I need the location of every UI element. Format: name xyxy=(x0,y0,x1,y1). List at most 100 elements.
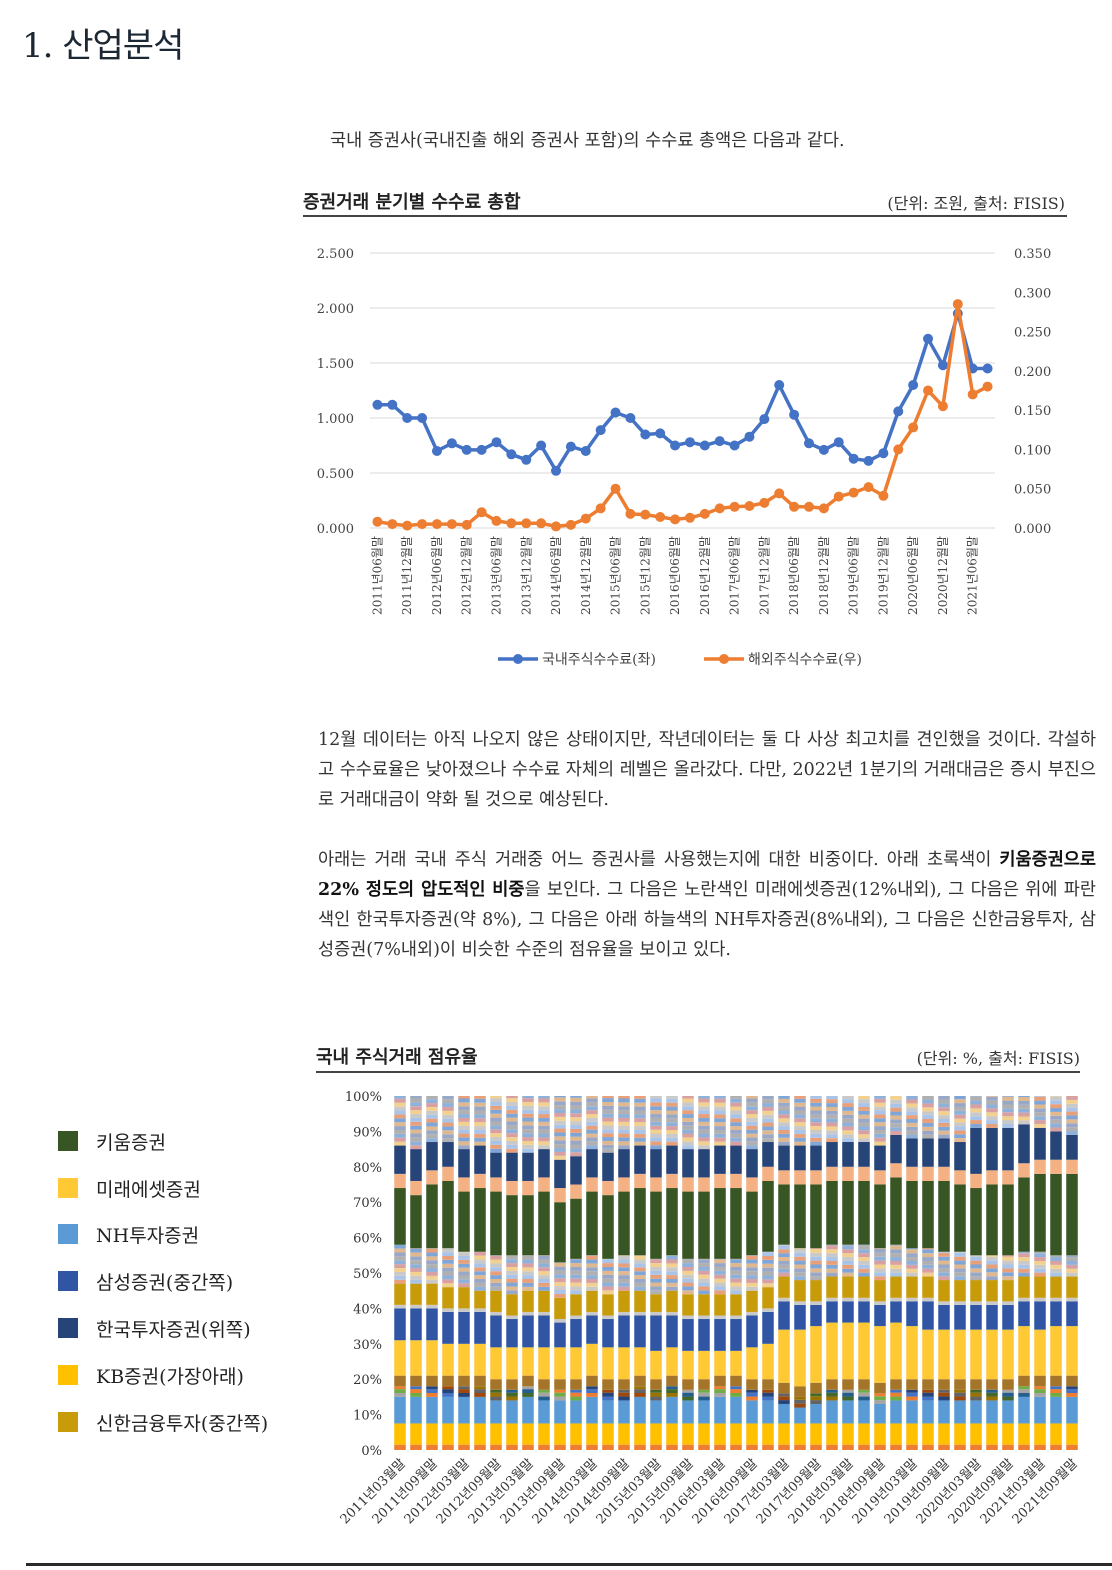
bar-seg-minor xyxy=(458,1256,470,1260)
bar-seg-kb xyxy=(442,1423,454,1445)
bar-seg-minor xyxy=(938,1134,950,1139)
bar-seg-bottom xyxy=(698,1444,710,1450)
bar-seg-minor xyxy=(1066,1389,1078,1394)
bar-seg-minor xyxy=(874,1126,886,1130)
bar-seg-shinhan xyxy=(874,1280,886,1302)
bar-seg-minor xyxy=(810,1393,822,1397)
bar-seg-mirae xyxy=(698,1350,710,1380)
bar-seg-nh xyxy=(954,1400,966,1424)
bar-seg-minor xyxy=(442,1096,454,1100)
bar-seg-minor xyxy=(442,1114,454,1119)
bar-seg-minor xyxy=(810,1126,822,1130)
bar-seg-minor xyxy=(394,1133,406,1138)
bar-seg-kb xyxy=(778,1423,790,1445)
bar-seg-shinhan xyxy=(618,1290,630,1312)
bar-seg-minor xyxy=(1034,1264,1046,1269)
bar-seg-nh xyxy=(522,1396,534,1424)
bar-seg-minor xyxy=(490,1392,502,1397)
bar-seg-minor xyxy=(650,1110,662,1115)
bar-seg-bottom xyxy=(746,1444,758,1450)
bar-seg-minor xyxy=(618,1102,630,1107)
bar-seg-minor xyxy=(970,1264,982,1269)
bar-seg-shinhan xyxy=(730,1294,742,1316)
bar-seg-minor xyxy=(410,1117,422,1122)
bar-seg-minor xyxy=(970,1389,982,1393)
bar-seg-minor xyxy=(1002,1264,1014,1269)
bar-seg-minor xyxy=(522,1102,534,1106)
bar-seg-hantoo xyxy=(442,1142,454,1167)
bar-seg-minor xyxy=(874,1301,886,1305)
bar-seg-minor xyxy=(634,1279,646,1283)
bar-seg-samsung xyxy=(538,1315,550,1348)
bar-seg-minor xyxy=(698,1110,710,1115)
bar-seg-minor xyxy=(1050,1272,1062,1277)
bar-seg-minor xyxy=(954,1256,966,1261)
bar-seg-minor xyxy=(490,1282,502,1287)
bar-seg-minor xyxy=(1050,1260,1062,1265)
bar-seg-minor xyxy=(522,1125,534,1130)
bar-seg-mirae xyxy=(666,1347,678,1376)
bar-seg-minor xyxy=(954,1114,966,1119)
bar-seg-shinhan xyxy=(1050,1276,1062,1298)
bar-seg-minor xyxy=(650,1125,662,1130)
bar-seg-minor xyxy=(426,1275,438,1280)
bar-seg-minor xyxy=(666,1263,678,1268)
bar-seg-minor xyxy=(986,1272,998,1277)
bar-seg-minor xyxy=(778,1122,790,1127)
bar-seg-minor xyxy=(474,1386,486,1390)
bar-seg-minor xyxy=(490,1148,502,1153)
bar-seg-kb xyxy=(1050,1423,1062,1445)
y-tick: 0% xyxy=(361,1444,382,1459)
bar-seg-minor xyxy=(1066,1107,1078,1112)
bar-seg-minor xyxy=(842,1268,854,1273)
bar-seg-minor xyxy=(410,1114,422,1118)
bar-seg-minor xyxy=(826,1264,838,1269)
bar-seg-minor xyxy=(874,1122,886,1127)
bar-seg-minor xyxy=(954,1276,966,1281)
bar-seg-minor xyxy=(682,1114,694,1118)
bar-seg-mirae xyxy=(682,1350,694,1380)
bar-seg-minor xyxy=(1018,1389,1030,1394)
bar-seg-minor xyxy=(826,1110,838,1115)
bar-seg-kiwoom xyxy=(618,1191,630,1256)
bar-seg-minor xyxy=(986,1301,998,1305)
legend-marker xyxy=(719,654,729,664)
bar-seg-nh xyxy=(394,1396,406,1424)
bar-seg-minor xyxy=(554,1144,566,1149)
bar-seg-minor xyxy=(938,1107,950,1112)
bar-seg-minor xyxy=(394,1118,406,1123)
bar-seg-minor xyxy=(506,1109,518,1114)
bar-seg-minor xyxy=(506,1259,518,1264)
legend-label: KB증권(가장아래) xyxy=(96,1366,244,1388)
bar-seg-minor xyxy=(762,1106,774,1111)
bar-seg-minor xyxy=(906,1134,918,1139)
bar-seg-minor xyxy=(794,1096,806,1099)
bar-seg-minor xyxy=(762,1389,774,1393)
bar-seg-bottom xyxy=(602,1444,614,1450)
bar-seg-kiwoom xyxy=(394,1188,406,1245)
bar-seg-kb xyxy=(970,1423,982,1445)
bar-seg-minor xyxy=(826,1392,838,1397)
bar-seg-kb xyxy=(538,1423,550,1445)
bar-seg-minor xyxy=(730,1393,742,1397)
bar-seg-minor xyxy=(554,1389,566,1393)
bar-seg-kiwoom xyxy=(474,1188,486,1252)
bar-seg-minor xyxy=(778,1141,790,1146)
bar-seg-minor xyxy=(890,1297,902,1302)
bar-seg-minor xyxy=(1050,1123,1062,1128)
bar-seg-hantoo xyxy=(1050,1131,1062,1160)
bar-seg-minor xyxy=(442,1256,454,1260)
bar-seg-minor xyxy=(602,1144,614,1149)
bar-seg-nh xyxy=(426,1396,438,1424)
bar-seg-minor xyxy=(778,1129,790,1134)
bar-seg-kiwoom xyxy=(874,1184,886,1249)
bar-seg-minor xyxy=(570,1109,582,1114)
bar-seg-minor xyxy=(986,1379,998,1390)
bar-seg-minor xyxy=(1018,1100,1030,1105)
bar-seg-minor xyxy=(506,1105,518,1110)
bar-seg-minor xyxy=(714,1126,726,1130)
bar-seg-minor xyxy=(618,1125,630,1130)
bar-seg-minor xyxy=(1066,1257,1078,1261)
bar-seg-minor xyxy=(570,1152,582,1157)
bar-seg-minor xyxy=(906,1248,918,1250)
